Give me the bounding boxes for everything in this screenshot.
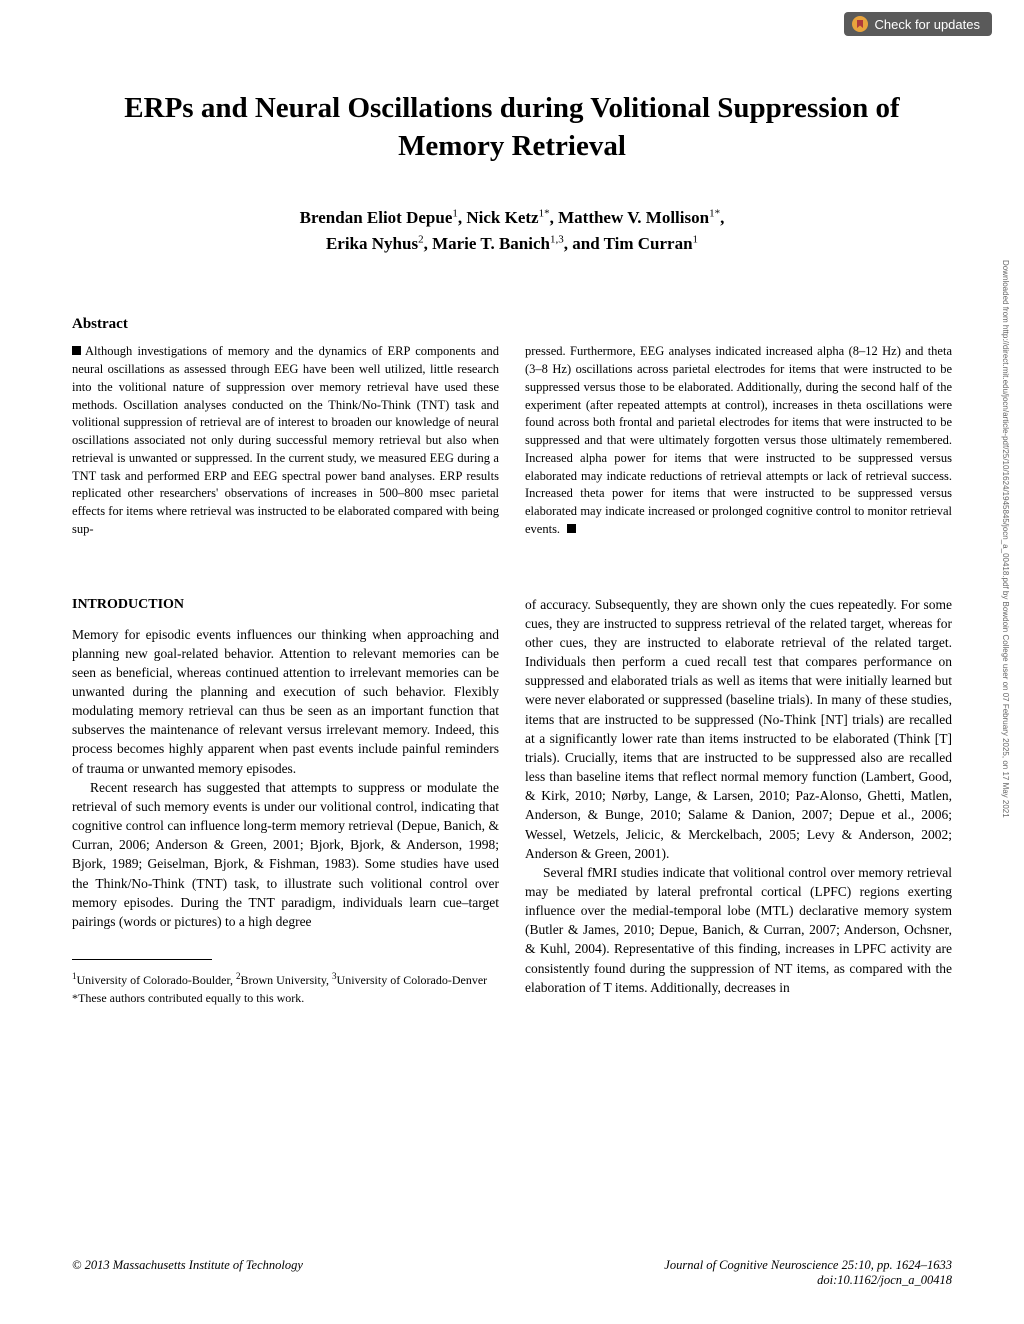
affiliations-line: 1University of Colorado-Boulder, 2Brown … bbox=[72, 970, 499, 989]
author-name: Brendan Eliot Depue bbox=[300, 208, 453, 227]
check-updates-button[interactable]: Check for updates bbox=[844, 12, 992, 36]
abstract-start-marker-icon bbox=[72, 346, 81, 355]
introduction-heading: INTRODUCTION bbox=[72, 595, 499, 615]
equal-contribution-note: *These authors contributed equally to th… bbox=[72, 989, 499, 1007]
affil-text: University of Colorado-Boulder, bbox=[77, 973, 237, 987]
download-watermark: Downloaded from http://direct.mit.edu/jo… bbox=[996, 260, 1010, 1144]
abstract-text: Although investigations of memory and th… bbox=[72, 344, 499, 536]
footnotes: 1University of Colorado-Boulder, 2Brown … bbox=[72, 970, 499, 1007]
body-columns: INTRODUCTION Memory for episodic events … bbox=[72, 595, 952, 1007]
page-content: ERPs and Neural Oscillations during Voli… bbox=[0, 0, 1024, 1047]
footnotes-divider bbox=[72, 959, 212, 960]
author-name: , and Tim Curran bbox=[564, 234, 693, 253]
abstract-section: Abstract Although investigations of memo… bbox=[72, 316, 952, 538]
author-affil-sup: 1 bbox=[693, 233, 699, 245]
body-col-right: of accuracy. Subsequently, they are show… bbox=[525, 595, 952, 1007]
abstract-col-left: Although investigations of memory and th… bbox=[72, 343, 499, 538]
footer-right: Journal of Cognitive Neuroscience 25:10,… bbox=[664, 1258, 952, 1288]
check-updates-label: Check for updates bbox=[874, 17, 980, 32]
author-name: , Marie T. Banich bbox=[424, 234, 550, 253]
article-title: ERPs and Neural Oscillations during Voli… bbox=[72, 90, 952, 165]
author-affil-sup: 1* bbox=[709, 208, 720, 220]
body-paragraph: Several fMRI studies indicate that volit… bbox=[525, 863, 952, 997]
copyright-text: © 2013 Massachusetts Institute of Techno… bbox=[72, 1258, 303, 1288]
affil-text: Brown University, bbox=[241, 973, 333, 987]
abstract-text: pressed. Furthermore, EEG analyses indic… bbox=[525, 344, 952, 536]
bookmark-icon bbox=[852, 16, 868, 32]
body-paragraph: of accuracy. Subsequently, they are show… bbox=[525, 595, 952, 863]
affil-text: University of Colorado-Denver bbox=[337, 973, 488, 987]
doi-text: doi:10.1162/jocn_a_00418 bbox=[664, 1273, 952, 1288]
body-paragraph: Recent research has suggested that attem… bbox=[72, 778, 499, 931]
journal-citation: Journal of Cognitive Neuroscience 25:10,… bbox=[664, 1258, 952, 1273]
page-footer: © 2013 Massachusetts Institute of Techno… bbox=[72, 1258, 952, 1288]
author-affil-sup: 1* bbox=[539, 208, 550, 220]
abstract-heading: Abstract bbox=[72, 316, 952, 333]
author-name: Erika Nyhus bbox=[326, 234, 418, 253]
author-affil-sup: 1,3 bbox=[550, 233, 564, 245]
abstract-end-marker-icon bbox=[567, 524, 576, 533]
body-col-left: INTRODUCTION Memory for episodic events … bbox=[72, 595, 499, 1007]
body-paragraph: Memory for episodic events influences ou… bbox=[72, 625, 499, 778]
authors-block: Brendan Eliot Depue1, Nick Ketz1*, Matth… bbox=[72, 205, 952, 256]
author-name: , Matthew V. Mollison bbox=[550, 208, 709, 227]
abstract-body: Although investigations of memory and th… bbox=[72, 343, 952, 538]
author-sep: , bbox=[720, 208, 724, 227]
abstract-col-right: pressed. Furthermore, EEG analyses indic… bbox=[525, 343, 952, 538]
author-name: , Nick Ketz bbox=[458, 208, 539, 227]
